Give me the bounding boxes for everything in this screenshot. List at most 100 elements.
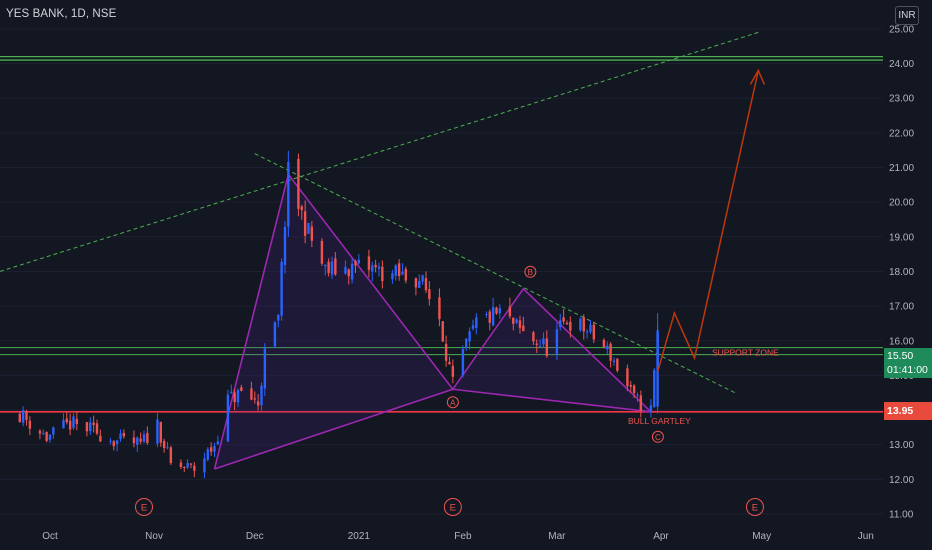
projection-line <box>656 70 760 373</box>
candle-body <box>62 420 65 429</box>
candle-body <box>330 261 334 275</box>
candle-body <box>632 385 636 394</box>
candle-body <box>495 307 498 314</box>
price-axis[interactable]: 11.0012.0013.0014.0015.0016.0017.0018.00… <box>889 24 914 520</box>
candle-body <box>522 325 525 332</box>
candle-body <box>25 411 28 421</box>
candle-body <box>451 365 455 377</box>
candle-body <box>186 463 189 468</box>
time-axis[interactable]: Oct Nov Dec 2021 Feb Mar Apr May Jun <box>42 531 874 542</box>
time-tick-label: Feb <box>454 531 472 542</box>
candle-body <box>166 447 169 449</box>
time-tick-label: Mar <box>548 531 566 542</box>
candle-body <box>471 325 475 329</box>
candle-body <box>538 345 542 347</box>
candle-body <box>75 418 79 424</box>
candle-body <box>555 329 559 354</box>
candle-body <box>535 343 538 345</box>
candle-body <box>183 466 186 468</box>
candle-body <box>468 331 471 342</box>
candle-body <box>38 430 42 434</box>
candle-body <box>142 434 146 442</box>
candle-body <box>498 308 502 314</box>
candle-body <box>18 413 21 423</box>
candle-body <box>85 422 89 432</box>
candle-body <box>404 269 408 281</box>
candle-body <box>626 368 629 387</box>
event-marker-label: E <box>752 503 758 514</box>
candle-body <box>649 405 653 412</box>
price-tick-label: 19.00 <box>889 232 914 243</box>
candle-body <box>354 260 357 266</box>
candle-body <box>592 324 596 340</box>
gartley-pattern <box>213 172 652 470</box>
candle-body <box>156 419 159 444</box>
pattern-xa-line <box>214 388 454 470</box>
candle-body <box>582 317 585 332</box>
candle-body <box>226 394 230 442</box>
candle-body <box>441 321 444 342</box>
candle-body <box>99 435 102 442</box>
candle-body <box>545 338 549 356</box>
candles <box>18 150 659 479</box>
candle-body <box>280 261 283 316</box>
candle-body <box>491 307 495 326</box>
price-tick-label: 18.00 <box>889 267 914 278</box>
currency-button[interactable]: INR <box>895 6 919 25</box>
candle-body <box>45 431 48 441</box>
price-tick-label: 25.00 <box>889 24 914 35</box>
time-tick-label: 2021 <box>348 531 371 542</box>
support-zone-label: SUPPORT ZONE <box>712 347 779 357</box>
candle-body <box>112 441 115 447</box>
candle-body <box>579 318 582 331</box>
candle-body <box>612 360 616 363</box>
event-marker-circle <box>134 498 153 516</box>
pattern-name-label: BULL GARTLEY <box>628 416 691 426</box>
candle-body <box>428 289 431 300</box>
candle-body <box>508 306 512 317</box>
point-b-label: B <box>528 268 533 277</box>
price-tick-label: 21.00 <box>889 163 914 174</box>
candle-body <box>381 266 384 282</box>
projection-arrowhead <box>749 68 766 85</box>
candle-body <box>374 264 377 268</box>
candle-body <box>461 349 465 376</box>
candle-body <box>512 317 515 324</box>
grid <box>0 28 883 515</box>
candle-body <box>344 266 347 274</box>
candle-body <box>213 445 216 452</box>
candle-body <box>656 330 659 407</box>
candle-body <box>203 458 206 473</box>
candle-body <box>216 441 220 445</box>
candle-body <box>42 433 45 435</box>
price-tick-label: 12.00 <box>889 475 914 486</box>
event-marker-circle <box>745 498 764 516</box>
candle-body <box>253 398 256 400</box>
point-a-label: A <box>450 398 456 407</box>
candle-body <box>230 391 233 393</box>
price-tick-label: 20.00 <box>889 198 914 209</box>
candle-body <box>414 278 418 288</box>
candle-body <box>307 222 310 234</box>
upper-trendline <box>0 31 759 272</box>
candle-body <box>438 297 441 320</box>
candle-body <box>397 263 401 277</box>
candle-body <box>52 427 55 435</box>
candle-body <box>347 269 350 277</box>
candle-body <box>28 420 32 429</box>
candle-body <box>122 432 126 437</box>
time-tick-label: Jun <box>858 531 874 542</box>
price-tick-label: 23.00 <box>889 94 914 105</box>
candle-body <box>542 338 545 345</box>
candle-body <box>334 258 337 275</box>
candle-body <box>68 420 72 430</box>
descending-trendline <box>254 153 736 394</box>
candle-body <box>132 437 136 444</box>
candle-body <box>65 418 68 423</box>
candle-body <box>488 311 491 323</box>
candle-body <box>609 343 612 361</box>
projection-path <box>656 68 766 373</box>
candle-body <box>256 401 260 406</box>
